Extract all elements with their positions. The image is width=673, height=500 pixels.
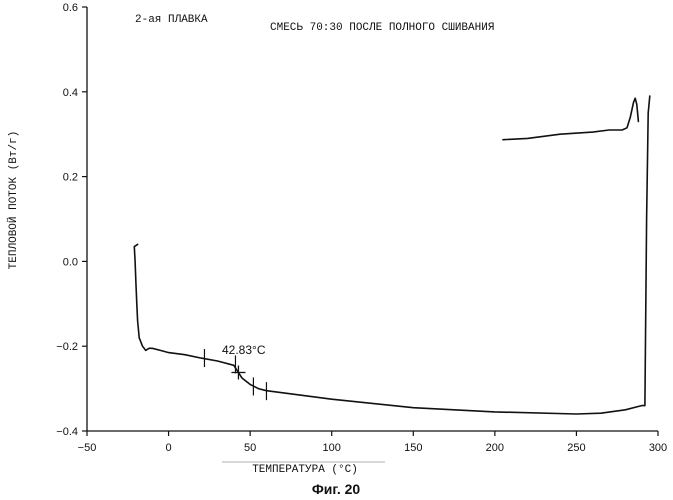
y-tick-label: −0.2	[56, 341, 78, 353]
y-tick-label: 0.2	[63, 172, 78, 184]
x-tick-label: 250	[567, 442, 585, 454]
x-tick-label: 150	[404, 442, 422, 454]
x-tick-label: 200	[486, 442, 504, 454]
y-tick-label: 0.4	[63, 87, 78, 99]
x-tick-label: 50	[244, 442, 256, 454]
y-tick-label: −0.4	[56, 426, 78, 438]
y-axis-ticks: −0.4 −0.2 0.0 0.2 0.4 0.6	[56, 2, 87, 438]
x-tick-label: −50	[78, 442, 97, 454]
x-tick-label: 0	[166, 442, 172, 454]
chart-title-right: СМЕСЬ 70:30 ПОСЛЕ ПОЛНОГО СШИВАНИЯ	[270, 22, 494, 34]
x-axis-label: ТЕМПЕРАТУРА (°C)	[252, 464, 358, 476]
x-tick-label: 300	[649, 442, 667, 454]
y-tick-label: 0.6	[63, 2, 78, 14]
series-line-1	[134, 96, 650, 414]
glass-transition-annotation: 42.83°C	[222, 343, 266, 357]
series-layer	[134, 96, 650, 414]
figure-caption: Фиг. 20	[312, 481, 361, 497]
series-line-2	[503, 98, 638, 140]
y-axis-label: ТЕПЛОВОЙ ПОТОК (Вт/г)	[6, 131, 20, 270]
x-axis-ticks: −50 0 50 100 150 200 250 300	[78, 431, 668, 454]
x-tick-label: 100	[323, 442, 341, 454]
chart-title-left: 2-ая ПЛАВКА	[135, 14, 208, 26]
y-tick-label: 0.0	[63, 256, 78, 268]
